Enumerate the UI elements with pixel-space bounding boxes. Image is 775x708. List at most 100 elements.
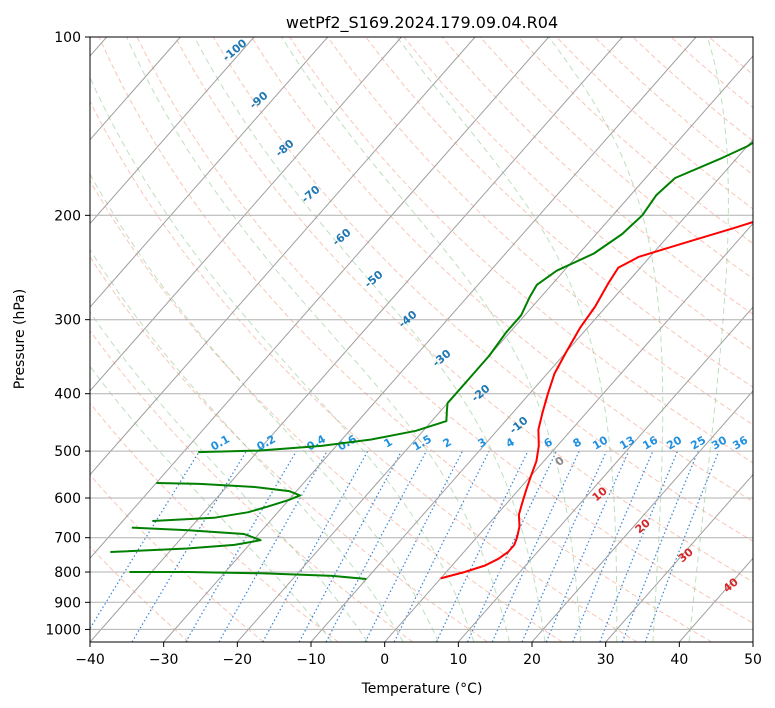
x-axis-title: Temperature (°C) xyxy=(361,681,483,697)
adiabat-label: -10 xyxy=(507,414,531,437)
mixing-ratio-line xyxy=(262,450,369,642)
moist-adiabat xyxy=(688,37,729,642)
x-tick-label: 20 xyxy=(523,652,541,668)
x-tick-label: −20 xyxy=(223,652,253,668)
dry-adiabat xyxy=(90,179,563,642)
isotherm xyxy=(531,390,753,642)
y-tick-label: 1000 xyxy=(45,622,81,638)
dry-adiabat xyxy=(479,37,753,280)
adiabat-label: -60 xyxy=(330,226,354,249)
mixing-ratio-line xyxy=(599,450,679,642)
dry-adiabat xyxy=(90,329,414,642)
mixing-ratio-line xyxy=(491,450,580,642)
mixing-ratio-line xyxy=(435,450,529,642)
mixing-ratio-line xyxy=(298,450,403,642)
isotherm xyxy=(90,37,329,308)
mixing-ratio-label: 4 xyxy=(504,435,517,450)
isotherm xyxy=(90,37,476,476)
isotherm xyxy=(90,37,402,392)
y-tick-label: 300 xyxy=(54,313,81,329)
x-tick-label: −30 xyxy=(149,652,179,668)
isotherm xyxy=(310,138,753,642)
moist-adiabat xyxy=(90,365,333,642)
y-tick-label: 400 xyxy=(54,387,81,403)
adiabat-label: 0 xyxy=(553,454,567,469)
reference-line-labels: -100-90-80-70-60-50-40-30-20-10010203040… xyxy=(209,36,751,595)
dry-adiabat xyxy=(98,37,712,642)
dry-adiabat xyxy=(90,100,638,642)
dry-adiabat xyxy=(174,37,753,583)
adiabat-label: -100 xyxy=(220,36,250,64)
y-tick-label: 200 xyxy=(54,208,81,224)
moist-adiabat xyxy=(193,37,546,642)
adiabat-label: -30 xyxy=(430,347,454,370)
green-profile-line xyxy=(129,571,367,580)
isotherm xyxy=(605,473,753,642)
mixing-ratio-label: 13 xyxy=(617,434,637,453)
adiabat-label: 20 xyxy=(633,516,653,536)
dry-adiabat xyxy=(289,37,753,464)
y-axis: 100 200 300 400 500 600 700 800 900 1000 xyxy=(45,30,90,638)
mixing-ratio-label: 3 xyxy=(476,435,489,450)
dry-adiabat xyxy=(212,37,753,542)
green-profile-line xyxy=(198,141,753,454)
adiabat-label: 30 xyxy=(676,545,696,565)
x-tick-label: 0 xyxy=(380,652,389,668)
dry-adiabat xyxy=(90,256,488,642)
mixing-ratio-label: 0.4 xyxy=(305,432,329,453)
moist-adiabat xyxy=(90,311,369,642)
mixing-ratio-label: 36 xyxy=(730,433,750,452)
adiabat-label: -50 xyxy=(362,268,386,291)
mixing-ratio-line xyxy=(218,450,328,642)
isotherm xyxy=(236,55,753,642)
mixing-ratio-label: 25 xyxy=(688,434,708,453)
moist-adiabat xyxy=(281,37,582,642)
moist-adiabat xyxy=(90,76,475,642)
mixing-ratio-line xyxy=(545,450,630,642)
y-tick-label: 600 xyxy=(54,491,81,507)
gridlines xyxy=(90,37,753,642)
x-axis: −40 −30 −20 −10 0 10 20 30 40 50 xyxy=(75,642,762,668)
adiabat-label: -90 xyxy=(247,89,271,112)
y-tick-label: 500 xyxy=(54,444,81,460)
y-tick-label: 900 xyxy=(54,595,81,611)
dry-adiabat xyxy=(90,474,264,642)
reference-lines xyxy=(90,37,753,642)
x-tick-label: −40 xyxy=(75,652,105,668)
mixing-ratio-label: 0.1 xyxy=(209,432,232,453)
x-tick-label: 50 xyxy=(744,652,762,668)
isotherm xyxy=(90,37,550,560)
y-tick-label: 700 xyxy=(54,531,81,547)
isotherm xyxy=(90,37,623,642)
mixing-ratio-label: 6 xyxy=(542,435,555,450)
mixing-ratio-line xyxy=(90,450,201,630)
temperature-line xyxy=(440,221,753,580)
x-tick-label: 30 xyxy=(597,652,615,668)
mixing-ratio-label: 8 xyxy=(571,435,584,450)
mixing-ratio-line xyxy=(393,450,490,642)
x-tick-label: −10 xyxy=(296,652,326,668)
y-tick-label: 800 xyxy=(54,565,81,581)
green-profile-line xyxy=(110,526,262,553)
y-axis-title: Pressure (hPa) xyxy=(12,289,28,389)
isotherm xyxy=(90,37,255,225)
moist-adiabat xyxy=(548,37,664,642)
mixing-ratio-line xyxy=(621,450,699,642)
isotherm xyxy=(457,306,753,642)
dry-adiabat xyxy=(556,37,753,210)
dry-adiabat xyxy=(632,37,753,142)
isotherm xyxy=(752,641,753,642)
mixing-ratio-line xyxy=(644,450,720,642)
dry-adiabat xyxy=(327,37,753,426)
adiabat-label: -40 xyxy=(396,308,420,331)
dry-adiabat xyxy=(250,37,753,503)
x-tick-label: 40 xyxy=(670,652,688,668)
chart-title: wetPf2_S169.2024.179.09.04.R04 xyxy=(286,13,558,33)
mixing-ratio-line xyxy=(521,450,608,642)
x-tick-label: 10 xyxy=(449,652,467,668)
isotherm xyxy=(384,222,753,642)
moist-adiabat xyxy=(90,248,404,642)
green-profile-line xyxy=(152,482,301,522)
dry-adiabat xyxy=(90,545,190,642)
dry-adiabat xyxy=(403,37,753,352)
